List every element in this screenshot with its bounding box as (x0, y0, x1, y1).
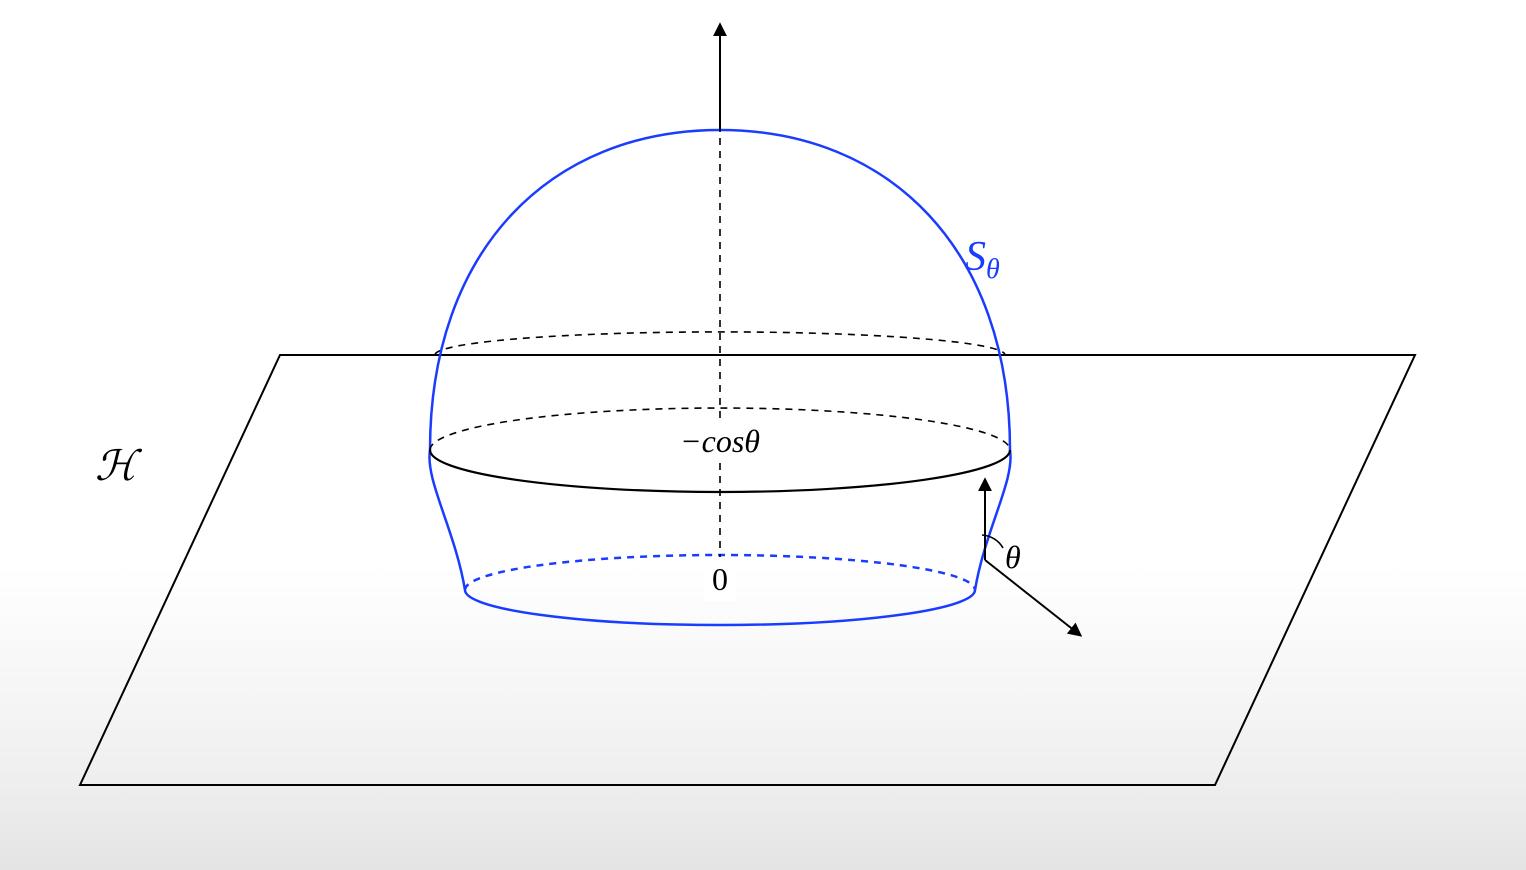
angle-label: θ (1005, 539, 1021, 575)
spherical-cap-diagram: ℋ Sθ −cosθ 0 θ (0, 0, 1526, 870)
origin-label: 0 (712, 561, 728, 597)
plane-label: ℋ (95, 444, 143, 490)
center-height-label: −cosθ (680, 423, 760, 459)
contact-tangent-arrow (985, 560, 1080, 635)
cap-label: Sθ (965, 234, 1000, 285)
